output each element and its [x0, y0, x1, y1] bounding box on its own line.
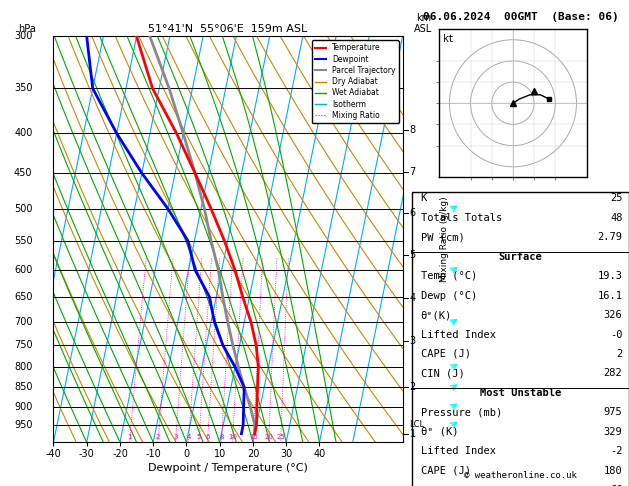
Text: 6: 6: [205, 434, 209, 440]
Text: 350: 350: [14, 84, 33, 93]
Text: kt: kt: [443, 34, 455, 44]
Title: 51°41'N  55°06'E  159m ASL: 51°41'N 55°06'E 159m ASL: [148, 24, 308, 35]
Text: K: K: [421, 193, 427, 204]
Text: 25: 25: [276, 434, 285, 440]
Text: Temp (°C): Temp (°C): [421, 271, 477, 281]
Legend: Temperature, Dewpoint, Parcel Trajectory, Dry Adiabat, Wet Adiabat, Isotherm, Mi: Temperature, Dewpoint, Parcel Trajectory…: [311, 40, 399, 123]
Text: Mixing Ratio (g/kg): Mixing Ratio (g/kg): [440, 196, 449, 282]
Text: 3: 3: [409, 336, 416, 346]
Text: 650: 650: [14, 292, 33, 302]
Text: hPa: hPa: [18, 24, 36, 35]
Text: 5: 5: [197, 434, 201, 440]
Text: CAPE (J): CAPE (J): [421, 466, 470, 476]
Text: Totals Totals: Totals Totals: [421, 213, 502, 223]
X-axis label: Dewpoint / Temperature (°C): Dewpoint / Temperature (°C): [148, 463, 308, 473]
Text: 800: 800: [14, 362, 33, 372]
Text: 975: 975: [604, 407, 623, 417]
Text: km
ASL: km ASL: [415, 13, 433, 35]
Text: 2.79: 2.79: [598, 232, 623, 243]
Text: CIN (J): CIN (J): [421, 485, 464, 486]
Text: © weatheronline.co.uk: © weatheronline.co.uk: [464, 471, 577, 480]
Text: 2: 2: [156, 434, 160, 440]
Text: 06.06.2024  00GMT  (Base: 06): 06.06.2024 00GMT (Base: 06): [423, 12, 618, 22]
Text: 10: 10: [228, 434, 237, 440]
Text: 282: 282: [604, 368, 623, 379]
Text: 400: 400: [14, 128, 33, 139]
Text: 700: 700: [14, 317, 33, 327]
Text: Lifted Index: Lifted Index: [421, 330, 496, 340]
Text: 850: 850: [14, 382, 33, 393]
Text: 15: 15: [249, 434, 258, 440]
Text: CAPE (J): CAPE (J): [421, 349, 470, 359]
Text: 4: 4: [409, 293, 416, 303]
Text: 4: 4: [186, 434, 191, 440]
Text: 600: 600: [14, 265, 33, 275]
Text: 16.1: 16.1: [598, 291, 623, 301]
Text: 6: 6: [409, 208, 416, 218]
Text: 19.3: 19.3: [598, 271, 623, 281]
Text: 25: 25: [610, 193, 623, 204]
Text: 1: 1: [409, 430, 416, 439]
Text: 329: 329: [604, 427, 623, 437]
Text: 8: 8: [219, 434, 224, 440]
Text: PW (cm): PW (cm): [421, 232, 464, 243]
Text: θᵉ (K): θᵉ (K): [421, 427, 458, 437]
Text: θᵉ(K): θᵉ(K): [421, 310, 452, 320]
Text: 326: 326: [604, 310, 623, 320]
Text: 20: 20: [264, 434, 273, 440]
Text: Dewp (°C): Dewp (°C): [421, 291, 477, 301]
Text: -0: -0: [610, 330, 623, 340]
Bar: [412, 192, 629, 486]
Text: 550: 550: [14, 236, 33, 246]
Text: 7: 7: [409, 167, 416, 177]
Text: 2: 2: [616, 349, 623, 359]
Text: 900: 900: [14, 402, 33, 412]
Text: 1: 1: [127, 434, 131, 440]
Text: 450: 450: [14, 168, 33, 178]
Text: 66: 66: [610, 485, 623, 486]
Text: Surface: Surface: [499, 252, 542, 262]
Text: 8: 8: [409, 125, 416, 135]
Text: -2: -2: [610, 446, 623, 456]
Text: 750: 750: [14, 340, 33, 350]
Text: Pressure (mb): Pressure (mb): [421, 407, 502, 417]
Text: 300: 300: [14, 32, 33, 41]
Text: 2: 2: [409, 382, 416, 392]
Text: CIN (J): CIN (J): [421, 368, 464, 379]
Text: LCL: LCL: [409, 420, 425, 430]
Text: 500: 500: [14, 204, 33, 214]
Text: 180: 180: [604, 466, 623, 476]
Text: 5: 5: [409, 250, 416, 260]
Text: 950: 950: [14, 420, 33, 430]
Text: 48: 48: [610, 213, 623, 223]
Text: 3: 3: [173, 434, 178, 440]
Text: Lifted Index: Lifted Index: [421, 446, 496, 456]
Text: Most Unstable: Most Unstable: [480, 388, 561, 398]
